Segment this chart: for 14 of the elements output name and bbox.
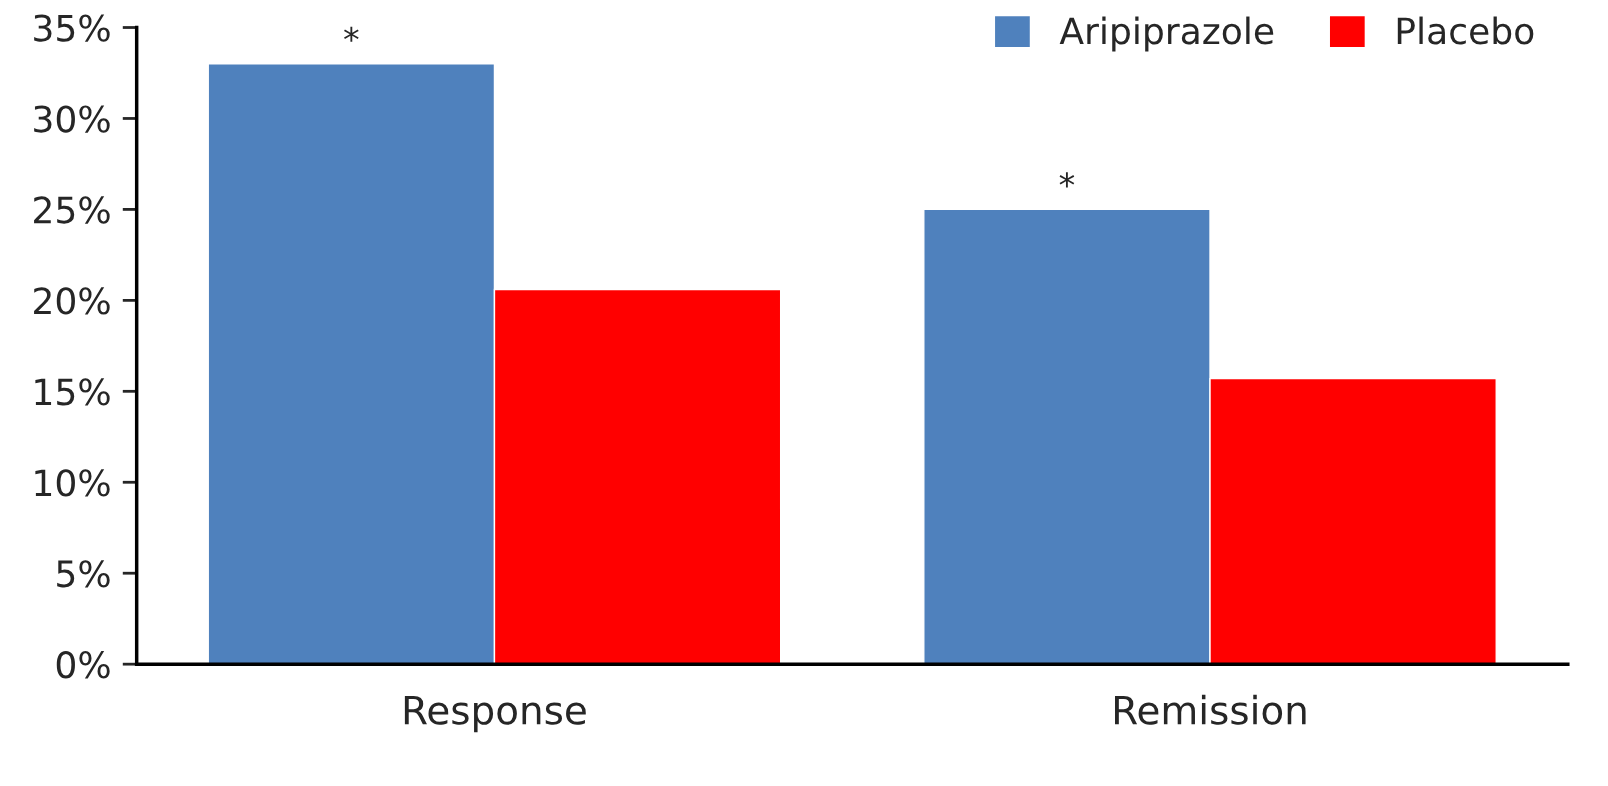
y-tick-label: 0% xyxy=(56,651,110,679)
y-tick-label: 5% xyxy=(57,560,110,588)
y-tick-label: 25% xyxy=(34,196,110,224)
annotation: * xyxy=(1059,172,1075,188)
legend-label: Placebo xyxy=(1397,16,1534,45)
y-tick-label: 30% xyxy=(34,105,110,133)
x-tick-label: Response xyxy=(404,695,586,733)
y-tick-label: 10% xyxy=(35,469,110,497)
y-tick-label: 20% xyxy=(34,287,110,315)
x-tick-label: Remission xyxy=(1115,694,1306,725)
annotation: * xyxy=(344,26,359,42)
y-tick-label: 15% xyxy=(35,378,110,406)
legend-label: Aripiprazole xyxy=(1059,16,1274,52)
y-tick-label: 35% xyxy=(34,14,110,42)
